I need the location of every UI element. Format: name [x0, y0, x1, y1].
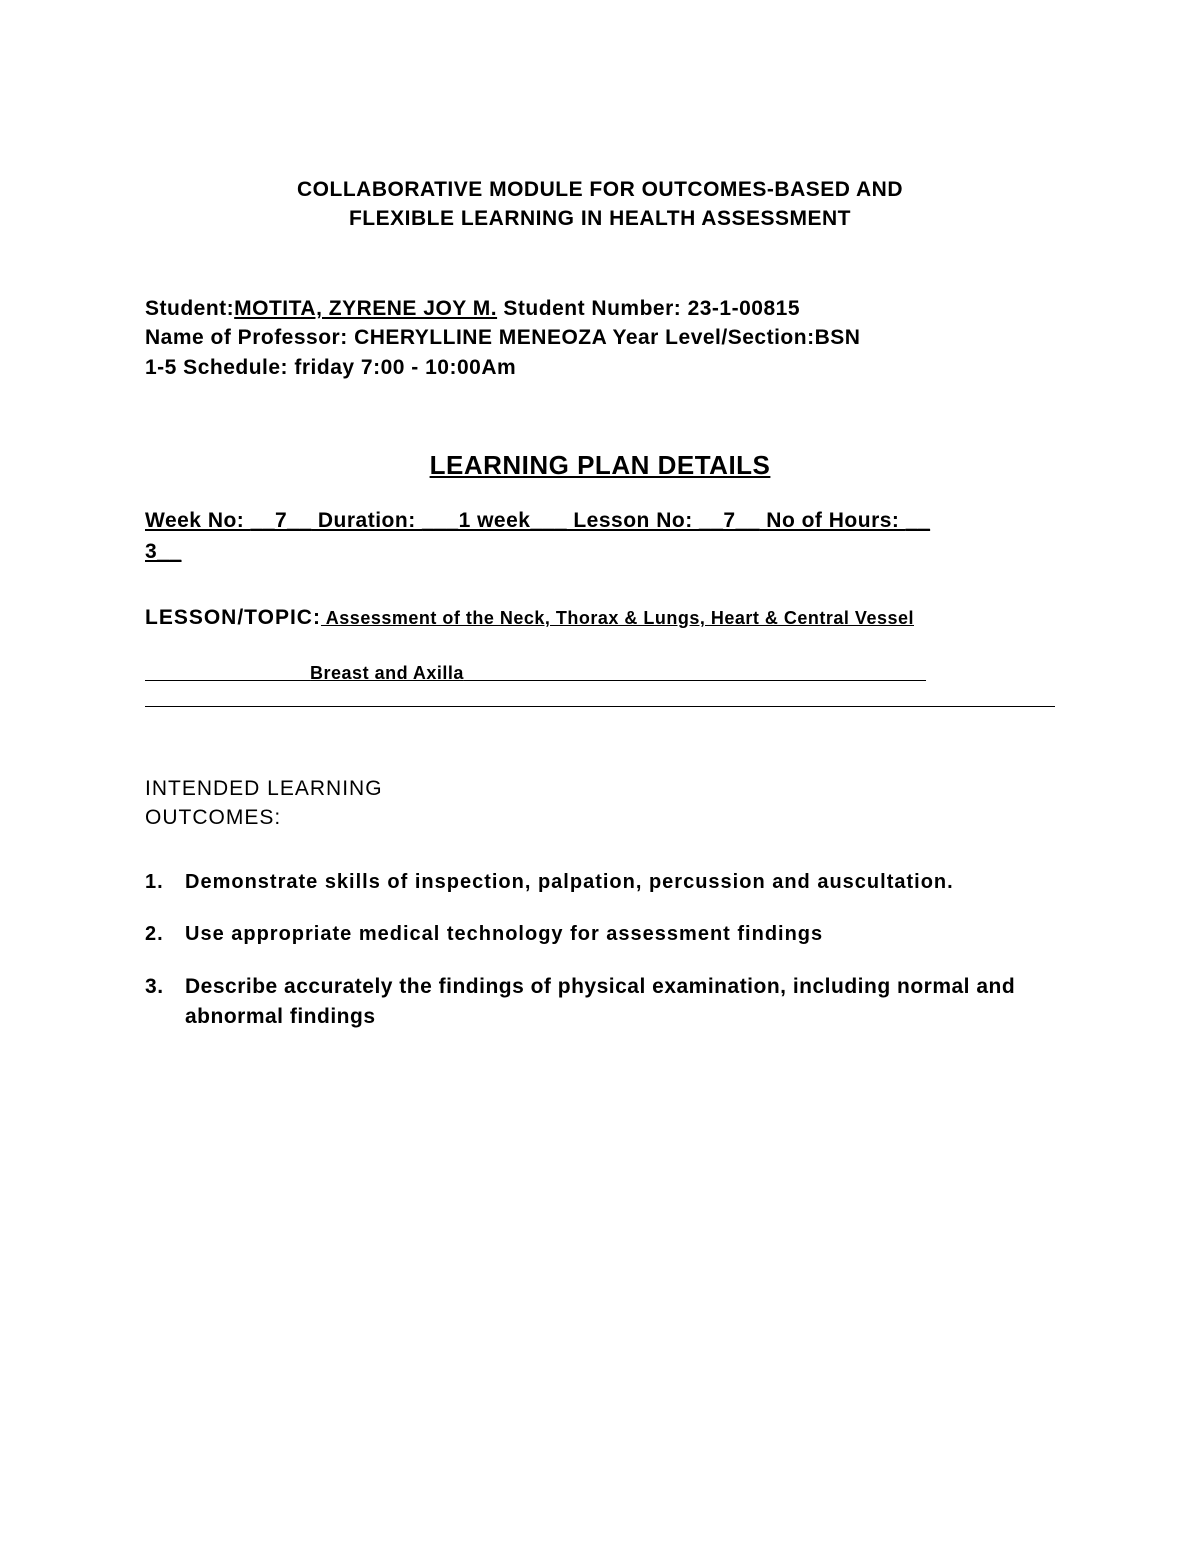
- outcomes-header: INTENDED LEARNING OUTCOMES:: [145, 775, 1055, 832]
- duration-value: ___1 week___: [422, 509, 567, 532]
- duration-label: Duration:: [312, 509, 423, 532]
- student-name: MOTITA, ZYRENE JOY M.: [234, 297, 497, 320]
- year-level: BSN: [815, 326, 861, 349]
- learning-plan-title: LEARNING PLAN DETAILS: [145, 450, 1055, 481]
- plan-details-block: Week No: __7__ Duration: ___1 week___ Le…: [145, 505, 1055, 568]
- outcomes-header-line2: OUTCOMES:: [145, 806, 281, 829]
- divider-line: [145, 706, 1055, 707]
- student-label: Student:: [145, 297, 234, 320]
- header-title: COLLABORATIVE MODULE FOR OUTCOMES-BASED …: [145, 175, 1055, 234]
- breast-axilla-line: Breast and Axilla: [145, 663, 1055, 684]
- lesson-no-value: __7__: [699, 509, 760, 532]
- schedule-label: 1-5 Schedule:: [145, 356, 294, 379]
- schedule-value: friday 7:00 - 10:00Am: [294, 356, 516, 379]
- week-no-value: __7__: [251, 509, 312, 532]
- week-no-label: Week No:: [145, 509, 251, 532]
- lesson-topic-value: Assessment of the Neck, Thorax & Lungs, …: [321, 608, 914, 628]
- outcome-item: Use appropriate medical technology for a…: [145, 920, 1055, 948]
- lesson-topic-label: LESSON/TOPIC:: [145, 606, 321, 629]
- student-number-label: Student Number:: [497, 297, 688, 320]
- breast-prefix: [145, 663, 310, 684]
- hours-prefix: __: [906, 509, 930, 532]
- hours-value: 3__: [145, 540, 182, 563]
- outcomes-header-line1: INTENDED LEARNING: [145, 777, 383, 800]
- header-title-line2: FLEXIBLE LEARNING IN HEALTH ASSESSMENT: [349, 207, 851, 230]
- breast-suffix: [464, 663, 926, 684]
- hours-label: No of Hours:: [760, 509, 906, 532]
- outcome-item: Describe accurately the findings of phys…: [145, 972, 1055, 1031]
- header-title-line1: COLLABORATIVE MODULE FOR OUTCOMES-BASED …: [297, 178, 903, 201]
- professor-label: Name of Professor:: [145, 326, 354, 349]
- outcomes-list: Demonstrate skills of inspection, palpat…: [145, 868, 1055, 1031]
- professor-name: CHERYLLINE MENEOZA: [354, 326, 606, 349]
- lesson-no-label: Lesson No:: [567, 509, 699, 532]
- lesson-topic-block: LESSON/TOPIC: Assessment of the Neck, Th…: [145, 602, 1055, 634]
- student-info-block: Student:MOTITA, ZYRENE JOY M. Student Nu…: [145, 294, 1055, 382]
- outcome-item: Demonstrate skills of inspection, palpat…: [145, 868, 1055, 896]
- breast-text: Breast and Axilla: [310, 663, 464, 684]
- student-number: 23-1-00815: [688, 297, 800, 320]
- year-level-label: Year Level/Section:: [607, 326, 815, 349]
